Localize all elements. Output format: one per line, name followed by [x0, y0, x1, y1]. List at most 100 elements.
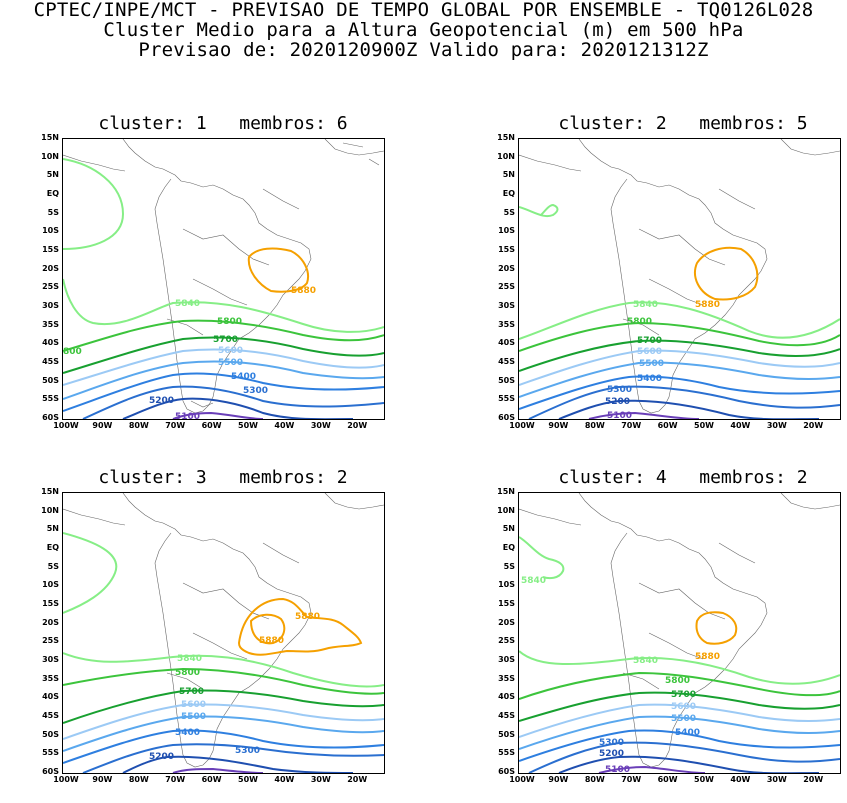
lat-tick-label: 15S [42, 599, 59, 608]
contour-5840-west2 [63, 278, 384, 333]
lon-tick-label: 80W [584, 421, 605, 430]
contour-5840-north [519, 536, 565, 580]
contour-5880 [695, 611, 738, 645]
label-5880: 5880 [695, 652, 720, 662]
lon-tick-label: 40W [274, 775, 295, 784]
contour-5600 [519, 349, 840, 386]
label-5200: 5200 [599, 749, 624, 759]
contour-5840 [63, 652, 384, 688]
lat-tick-label: EQ [46, 189, 59, 198]
coastline [519, 139, 840, 414]
label-5840: 5840 [633, 300, 658, 310]
lon-tick-label: 90W [548, 421, 569, 430]
label-5100: 5100 [607, 411, 632, 419]
lat-tick-label: 25S [498, 282, 515, 292]
lat-tick-label: 10S [42, 226, 59, 236]
contour-5840-west [63, 158, 125, 250]
subtitle: Cluster Medio para a Altura Geopotencial… [103, 19, 744, 41]
lat-tick-label: EQ [502, 543, 515, 552]
contour-5880 [237, 597, 363, 656]
lon-tick-label: 60W [657, 775, 678, 784]
lat-tick-label: 30S [498, 301, 515, 310]
lat-tick-label: 35S [42, 319, 59, 329]
lat-tick-label: 20S [498, 617, 515, 627]
label-5300: 5300 [235, 746, 260, 756]
label-5200: 5200 [149, 752, 174, 762]
lon-tick-label: 70W [165, 421, 186, 430]
panel-3-svg: 5880 5880 5840 5800 5700 5600 5500 5400 … [63, 493, 384, 773]
contour-5840-north [519, 203, 559, 217]
lat-tick-label: 45S [42, 711, 59, 720]
contour-5840 [519, 301, 840, 340]
lat-tick-label: 45S [498, 711, 515, 720]
contour-5300 [82, 385, 384, 419]
lat-tick-label: 10S [498, 226, 515, 236]
lat-tick-label: EQ [502, 189, 515, 198]
contour-5880-inner [249, 613, 286, 645]
label-5500: 5500 [181, 712, 206, 722]
contour-5800 [519, 321, 840, 352]
lat-tick-label: 30S [42, 655, 59, 664]
lat-tick-label: 55S [42, 394, 59, 404]
label-5840: 5840 [177, 654, 202, 664]
label-5100: 5100 [175, 412, 200, 419]
contour-5100 [598, 765, 706, 773]
contour-5300 [528, 385, 840, 419]
label-5700: 5700 [179, 687, 204, 697]
label-5800: 5800 [665, 676, 690, 686]
panel-2-svg: 5880 5840 5800 5700 5600 5500 5400 5300 … [519, 139, 840, 419]
lat-tick-label: 5S [503, 207, 515, 217]
label-5100: 5100 [605, 765, 630, 773]
lat-tick-label: 50S [42, 375, 59, 385]
lon-tick-label: 100W [509, 421, 535, 430]
contour-5880 [247, 247, 309, 293]
lat-tick-label: 50S [498, 729, 515, 739]
contour-5400 [519, 729, 840, 762]
contour-5200 [558, 755, 819, 773]
lat-tick-label: 15S [498, 245, 515, 254]
lat-tick-label: 50S [42, 729, 59, 739]
label-5500: 5500 [671, 714, 696, 724]
lat-tick-label: 55S [498, 748, 515, 758]
coastline [63, 493, 384, 768]
lat-tick-label: 25S [42, 636, 59, 646]
lon-tick-label: 20W [347, 775, 368, 784]
lon-tick-label: 30W [766, 775, 787, 784]
label-5400: 5400 [175, 728, 200, 738]
panel-4-svg: 5840 5880 5840 5800 5700 5600 5500 5400 … [519, 493, 840, 773]
lat-tick-label: 10N [41, 505, 59, 515]
label-5840: 5840 [175, 299, 200, 309]
lat-tick-label: 15N [497, 133, 515, 142]
panel-3-map: 5880 5880 5840 5800 5700 5600 5500 5400 … [62, 492, 385, 774]
lat-tick-label: EQ [46, 543, 59, 552]
lat-tick-label: 30S [42, 301, 59, 310]
label-5800: 5800 [217, 317, 242, 327]
lat-tick-label: 45S [498, 357, 515, 366]
lon-tick-label: 40W [730, 421, 751, 430]
lat-tick-label: 60S [498, 767, 515, 776]
label-5880-west: 5880 [259, 636, 284, 646]
panel-1-svg: 5840 5880 5800 800 5700 5600 5500 5400 5… [63, 139, 384, 419]
lat-tick-label: 10S [498, 580, 515, 590]
lon-tick-label: 100W [509, 775, 535, 784]
contour-5500 [63, 360, 384, 400]
lat-tick-label: 40S [498, 338, 515, 348]
contour-5700 [63, 689, 384, 724]
label-5200: 5200 [605, 397, 630, 407]
label-5500: 5500 [218, 358, 243, 368]
lat-tick-label: 5S [47, 561, 59, 571]
lat-tick-label: 15N [41, 487, 59, 496]
coastline [63, 139, 384, 414]
label-5400: 5400 [231, 372, 256, 382]
lon-tick-label: 20W [803, 775, 824, 784]
contour-5700 [63, 336, 384, 374]
lon-tick-label: 90W [548, 775, 569, 784]
lon-tick-label: 50W [238, 775, 258, 784]
contour-5400 [63, 372, 384, 412]
lat-tick-label: 40S [42, 338, 59, 348]
lon-tick-label: 70W [621, 421, 642, 430]
contour-5400 [519, 375, 840, 410]
label-5200: 5200 [149, 396, 174, 406]
panel-4-map: 5840 5880 5840 5800 5700 5600 5500 5400 … [518, 492, 841, 774]
contour-5700 [519, 339, 840, 372]
